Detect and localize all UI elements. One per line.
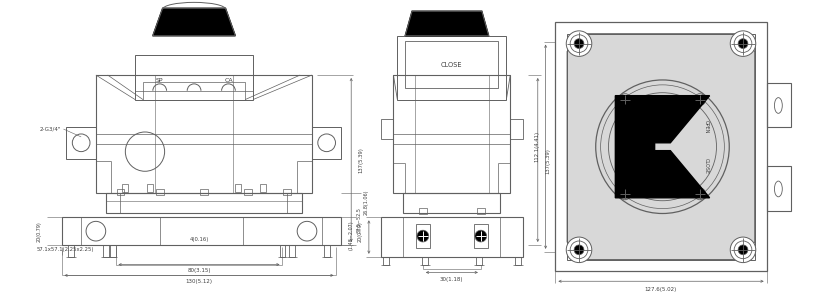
Bar: [280, 245, 286, 257]
Text: CLOSE: CLOSE: [441, 62, 462, 68]
Bar: [244, 189, 252, 195]
Bar: [476, 208, 485, 214]
Bar: [419, 208, 426, 214]
Text: 37.5~52.5: 37.5~52.5: [357, 207, 362, 233]
Circle shape: [570, 241, 588, 259]
Bar: [283, 189, 292, 195]
Circle shape: [734, 241, 752, 259]
Text: SP: SP: [156, 79, 163, 84]
Text: CLOSE: CLOSE: [616, 158, 621, 174]
Text: OPEN: OPEN: [616, 120, 621, 134]
Bar: [312, 127, 342, 159]
Bar: [381, 119, 393, 139]
Text: 30(1.18): 30(1.18): [440, 277, 463, 282]
Bar: [381, 217, 523, 257]
Bar: [397, 36, 506, 100]
Bar: [68, 245, 74, 257]
Bar: [236, 184, 242, 192]
Circle shape: [417, 230, 429, 242]
Bar: [567, 34, 755, 260]
Bar: [766, 83, 791, 127]
Text: 4(0.16): 4(0.16): [189, 236, 209, 241]
Text: 57.1x57.1(2.25x2.25): 57.1x57.1(2.25x2.25): [37, 247, 94, 252]
Bar: [393, 75, 511, 193]
Bar: [62, 217, 342, 245]
Circle shape: [738, 245, 748, 255]
Bar: [405, 41, 498, 88]
Circle shape: [475, 230, 486, 242]
Circle shape: [574, 245, 584, 255]
Bar: [416, 224, 430, 248]
Bar: [511, 119, 523, 139]
Circle shape: [570, 35, 588, 52]
Bar: [556, 22, 766, 271]
Text: CLOSE: CLOSE: [704, 158, 709, 174]
Polygon shape: [152, 8, 236, 36]
Bar: [200, 189, 207, 195]
Text: 127.6(5.02): 127.6(5.02): [645, 287, 676, 292]
Text: 2-G3/4": 2-G3/4": [40, 127, 62, 132]
Bar: [81, 217, 160, 245]
Text: 26.8(1.06): 26.8(1.06): [364, 190, 369, 215]
Text: 130(5.12): 130(5.12): [186, 279, 212, 284]
Ellipse shape: [775, 98, 782, 113]
Bar: [476, 257, 481, 265]
Circle shape: [566, 237, 591, 263]
Text: 137(5.39): 137(5.39): [358, 147, 363, 173]
Text: (1.48~2.07): (1.48~2.07): [349, 220, 354, 250]
Text: CA: CA: [224, 79, 232, 84]
Text: 20(0.79): 20(0.79): [37, 221, 42, 241]
Text: 112.1(4.41): 112.1(4.41): [534, 131, 539, 162]
Text: 20(0.79): 20(0.79): [358, 221, 363, 241]
Bar: [102, 245, 108, 257]
Circle shape: [731, 237, 756, 263]
Circle shape: [731, 31, 756, 56]
Bar: [117, 189, 124, 195]
Bar: [135, 55, 253, 100]
Ellipse shape: [775, 181, 782, 197]
Bar: [474, 224, 487, 248]
Bar: [106, 193, 302, 212]
Circle shape: [734, 35, 752, 52]
Bar: [122, 184, 128, 192]
Bar: [260, 184, 266, 192]
Bar: [147, 184, 152, 192]
Polygon shape: [405, 11, 489, 36]
Bar: [766, 166, 791, 211]
Bar: [515, 257, 521, 265]
Polygon shape: [567, 34, 755, 260]
Bar: [289, 245, 295, 257]
Bar: [67, 127, 96, 159]
Circle shape: [566, 31, 591, 56]
Bar: [243, 217, 322, 245]
Circle shape: [574, 39, 584, 49]
Text: OPEN: OPEN: [704, 120, 709, 134]
Text: 137(5.39): 137(5.39): [546, 149, 551, 174]
Bar: [324, 245, 330, 257]
Bar: [403, 193, 501, 212]
Bar: [421, 257, 428, 265]
Bar: [110, 245, 116, 257]
Text: 80(3.15): 80(3.15): [187, 268, 211, 273]
Bar: [156, 189, 163, 195]
Polygon shape: [616, 96, 710, 198]
Bar: [143, 82, 245, 100]
Bar: [96, 75, 312, 193]
Bar: [382, 257, 388, 265]
Circle shape: [738, 39, 748, 49]
